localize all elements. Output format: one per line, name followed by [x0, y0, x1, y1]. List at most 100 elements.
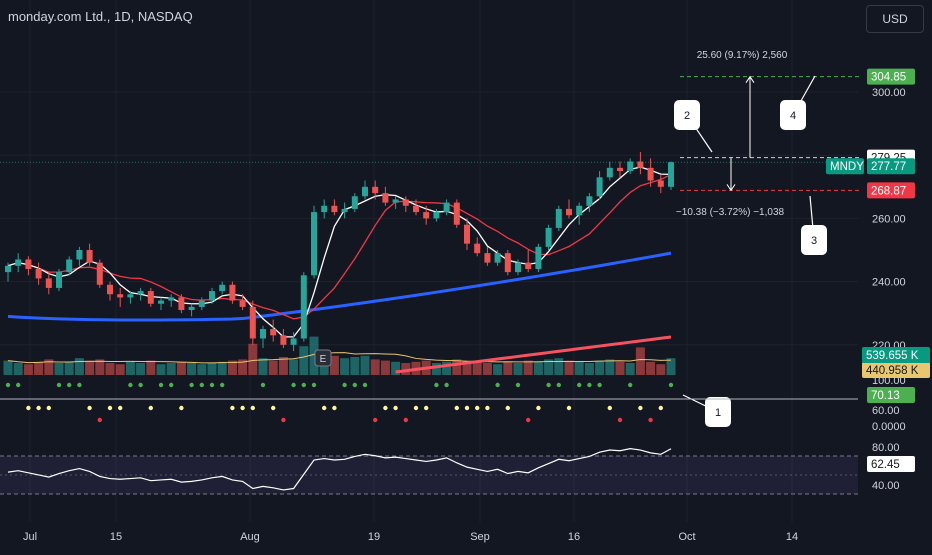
candle-body — [15, 259, 22, 266]
osc-dot — [464, 405, 470, 411]
callout-2-box — [674, 100, 700, 130]
candle-body — [198, 300, 205, 307]
volume-bar — [268, 360, 278, 375]
osc-dot — [628, 382, 633, 388]
osc-dot — [526, 417, 531, 423]
candle-body — [168, 297, 175, 301]
ma-mid-line — [7, 174, 672, 320]
candle-body — [668, 162, 674, 187]
osc-dot — [260, 382, 266, 388]
volume-bar — [309, 336, 319, 375]
osc-dot — [36, 405, 41, 411]
candle-body — [402, 199, 409, 206]
volume-bar — [533, 361, 543, 375]
candle-body — [413, 205, 419, 213]
volume-bar — [452, 359, 462, 375]
ma-red-line — [395, 335, 672, 374]
osc-dot — [107, 405, 113, 411]
candle-body — [280, 335, 287, 345]
last-price-tag-bg — [867, 158, 915, 175]
osc-dot — [77, 382, 82, 388]
target-up-tag-bg — [867, 68, 915, 85]
time-tick: 15 — [110, 531, 122, 543]
volume-bar — [238, 359, 248, 375]
osc-dot — [566, 405, 572, 411]
volume-bar — [289, 359, 299, 375]
volume-bar — [544, 359, 554, 375]
osc-dot — [393, 405, 398, 411]
osc-dot — [475, 405, 480, 411]
candle-body — [127, 294, 134, 298]
osc-dot — [291, 382, 296, 388]
volume-bar — [227, 360, 237, 375]
candle-body — [647, 167, 654, 181]
time-tick: Jul — [23, 531, 37, 543]
osc-value-tag: 70.13 — [871, 390, 900, 402]
osc-dot — [454, 405, 459, 411]
volume-bar — [166, 363, 176, 375]
rsi-value-tag: 62.45 — [871, 459, 900, 471]
osc-dot — [128, 382, 133, 388]
callout-2-label: 2 — [684, 110, 690, 122]
osc-dot — [209, 382, 215, 388]
osc-dot — [230, 405, 235, 411]
osc-dot — [352, 382, 357, 388]
candle-body — [433, 212, 440, 219]
candle-body — [229, 284, 236, 301]
osc-dot — [648, 417, 653, 423]
candle-body — [86, 250, 93, 263]
candle-body — [484, 253, 491, 263]
candle-body — [525, 262, 532, 269]
candle-body — [158, 300, 164, 304]
time-tick: Sep — [470, 531, 490, 543]
osc-dot — [26, 405, 31, 411]
earnings-box — [314, 349, 332, 367]
osc-dot — [46, 405, 51, 411]
target-down-tag: 268.87 — [871, 185, 906, 197]
volume-bar — [13, 363, 23, 375]
osc-dot — [5, 382, 11, 388]
time-tick: 16 — [568, 531, 580, 543]
volume-bar — [187, 363, 197, 375]
candle-body — [443, 202, 450, 213]
osc-dot — [587, 382, 592, 388]
osc-dot — [515, 382, 521, 388]
volume-bar — [595, 360, 605, 375]
osc-dot — [373, 417, 378, 423]
candle-body — [35, 268, 42, 279]
osc-dot — [301, 382, 306, 388]
volume-bar — [299, 346, 309, 375]
candle-body — [555, 208, 562, 228]
time-tick: Oct — [678, 531, 695, 543]
volume-bar — [350, 357, 360, 375]
currency-button[interactable]: USD — [866, 5, 924, 33]
volume-bar — [74, 358, 84, 375]
osc-dot — [607, 405, 612, 411]
candle-body — [372, 186, 379, 194]
measure-up-label: 25.60 (9.17%) 2,560 — [697, 50, 788, 61]
volume-bar — [197, 364, 207, 375]
price-tick: 300.00 — [872, 87, 906, 99]
callout-1-label: 1 — [715, 407, 721, 419]
osc-dot — [118, 405, 123, 411]
osc-dot — [505, 405, 510, 411]
candle-body — [627, 161, 634, 171]
osc-dot — [485, 405, 490, 411]
candle-body — [107, 284, 113, 295]
volume-bar — [54, 363, 64, 375]
volume-ma-tag: 440.958 K — [866, 365, 919, 377]
candle-body — [137, 291, 144, 295]
osc-dot — [148, 405, 153, 411]
volume-bar — [258, 358, 268, 375]
rsi-line — [7, 448, 672, 491]
candle-body — [188, 306, 195, 311]
osc-dot — [189, 382, 194, 388]
volume-bar — [329, 355, 339, 375]
osc-dot — [220, 382, 225, 388]
volume-bar — [646, 361, 656, 375]
osc-dot — [424, 405, 429, 411]
candle-body — [392, 199, 399, 203]
osc-dot — [668, 382, 674, 388]
